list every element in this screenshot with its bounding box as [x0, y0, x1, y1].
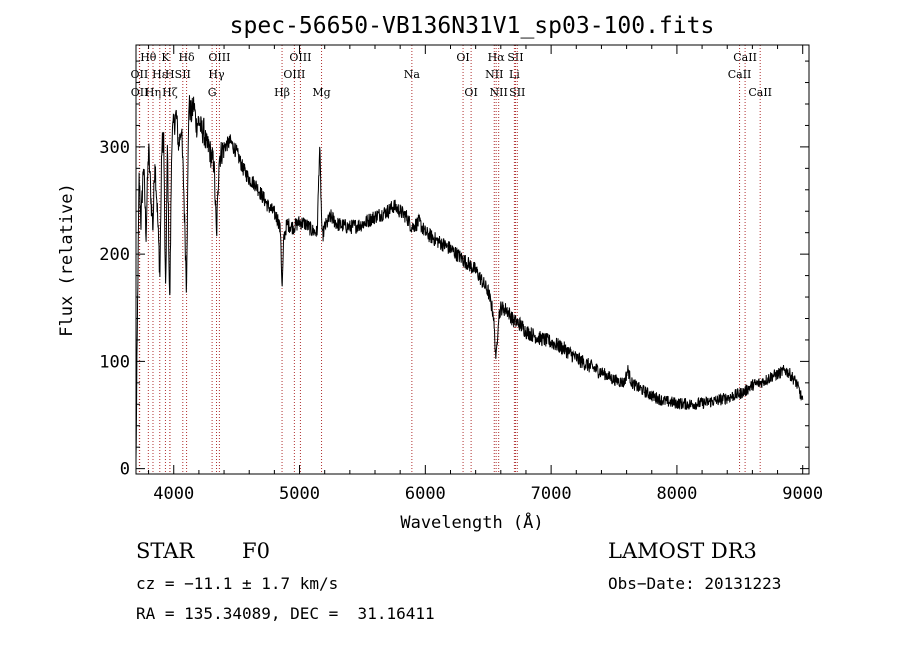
redshift-value: cz = −11.1 ± 1.7 km/s — [136, 574, 339, 593]
marker-label-5: K — [161, 51, 170, 64]
marker-label-15: OIII — [283, 68, 305, 81]
marker-label-20: Hα — [488, 51, 506, 64]
marker-label-18: OI — [456, 51, 469, 64]
marker-label-23: SII — [507, 51, 523, 64]
chart-title: spec-56650-VB136N31V1_sp03-100.fits — [230, 13, 715, 39]
y-tick-label-2: 200 — [99, 245, 130, 265]
marker-label-10: OIII — [208, 51, 230, 64]
marker-label-17: Na — [404, 68, 421, 81]
coordinates: RA = 135.34089, DEC = 31.16411 — [136, 604, 435, 623]
marker-label-27: CaII — [728, 68, 752, 81]
y-axis-label: Flux (relative) — [57, 183, 77, 337]
object-class: STAR — [136, 539, 195, 563]
marker-label-13: Hβ — [274, 86, 290, 99]
marker-label-11: Hγ — [208, 68, 225, 81]
marker-label-1: OII — [131, 68, 149, 81]
marker-label-3: Hη — [145, 86, 161, 99]
marker-label-6: H — [165, 68, 175, 81]
x-tick-label-2: 6000 — [405, 484, 446, 504]
plot-frame — [135, 44, 810, 475]
marker-label-2: OII — [131, 86, 149, 99]
marker-label-4: Hε — [152, 68, 168, 81]
marker-label-19: OI — [464, 86, 477, 99]
x-tick-label-5: 9000 — [782, 484, 823, 504]
x-axis-label: Wavelength (Å) — [400, 511, 543, 533]
spectrum-line — [135, 95, 804, 460]
marker-label-0: Hθ — [140, 51, 157, 64]
object-subclass: F0 — [242, 539, 270, 563]
survey-name: LAMOST DR3 — [608, 539, 757, 563]
marker-label-21: NII — [485, 68, 503, 81]
marker-label-9: Hδ — [178, 51, 195, 64]
marker-label-26: CaII — [733, 51, 757, 64]
x-axis-ticks: 4000 5000 6000 7000 8000 9000 — [148, 45, 823, 504]
obs-date: Obs−Date: 20131223 — [608, 574, 782, 593]
marker-label-7: Hζ — [162, 86, 178, 99]
marker-label-22: NII — [490, 86, 508, 99]
marker-label-8: SII — [175, 68, 191, 81]
marker-label-16: Mg — [312, 86, 330, 99]
marker-label-12: G — [208, 86, 217, 99]
y-axis-ticks: 0 100 200 300 — [99, 60, 809, 480]
x-tick-label-1: 5000 — [279, 484, 320, 504]
marker-label-14: OIII — [289, 51, 311, 64]
x-tick-label-3: 7000 — [531, 484, 572, 504]
marker-label-25: SII — [509, 86, 525, 99]
marker-label-28: CaII — [748, 86, 772, 99]
marker-label-24: Li — [509, 68, 520, 81]
x-tick-label-4: 8000 — [656, 484, 697, 504]
y-tick-label-0: 0 — [120, 460, 130, 480]
y-tick-label-1: 100 — [99, 352, 130, 372]
x-tick-label-0: 4000 — [153, 484, 194, 504]
y-tick-label-3: 300 — [99, 138, 130, 158]
